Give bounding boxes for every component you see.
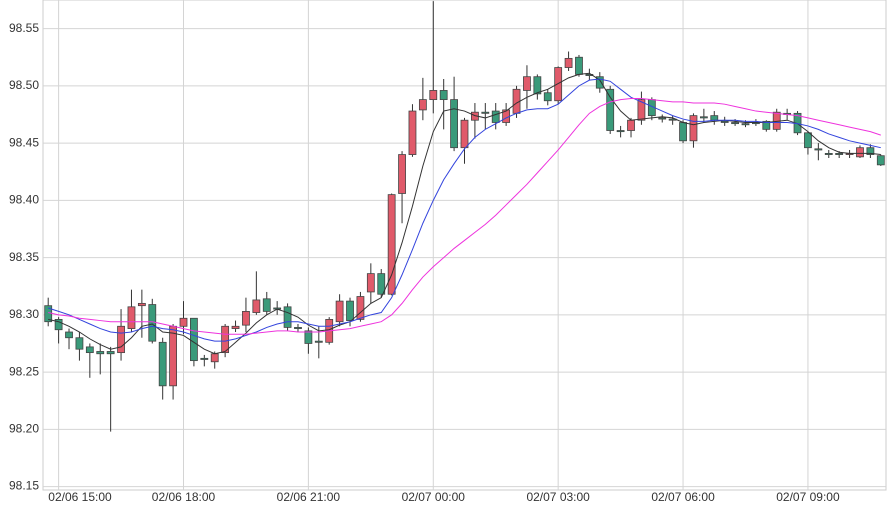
candle-body	[190, 317, 198, 362]
candle-body	[210, 353, 219, 363]
candle-body	[481, 111, 490, 114]
x-tick-label: 02/06 21:00	[277, 490, 341, 504]
candle-body	[366, 273, 375, 293]
candle-body	[252, 299, 261, 313]
candle-body	[824, 153, 833, 155]
moving-average-line	[48, 97, 881, 335]
candle-body	[387, 194, 396, 295]
y-tick-label: 98.50	[9, 78, 39, 92]
candle-body	[439, 90, 448, 101]
candle-body	[398, 154, 406, 194]
candle-body	[856, 147, 864, 158]
candle-body	[554, 67, 563, 102]
candle-body	[408, 110, 417, 155]
candle-body	[804, 132, 812, 149]
candle-body	[450, 99, 458, 149]
candle-body	[866, 147, 875, 155]
x-tick-label: 02/07 00:00	[402, 490, 466, 504]
candle-body	[627, 119, 635, 131]
candle-body	[689, 115, 698, 142]
candle-body	[741, 123, 750, 126]
y-tick-label: 98.25	[9, 364, 39, 378]
candle-body	[575, 56, 583, 75]
candle-body	[304, 330, 313, 344]
x-tick-label: 02/06 18:00	[152, 490, 216, 504]
moving-average-line	[48, 72, 881, 355]
candle-body	[262, 298, 271, 312]
candle-body	[699, 116, 708, 119]
y-tick-label: 98.20	[9, 421, 39, 435]
candle-body	[179, 317, 188, 327]
candle-body	[491, 110, 500, 123]
y-tick-label: 98.30	[9, 307, 39, 321]
x-tick-label: 02/07 09:00	[776, 490, 840, 504]
candle-body	[710, 115, 719, 121]
candle-body	[679, 122, 687, 142]
candle-body	[720, 120, 729, 123]
candle-body	[377, 273, 386, 295]
candle-body	[127, 306, 136, 329]
candle-body	[294, 327, 302, 329]
candle-body	[283, 306, 292, 328]
candle-body	[137, 302, 146, 307]
candle-body	[533, 76, 542, 95]
candle-body	[221, 325, 230, 354]
candle-body	[117, 325, 125, 354]
candle-body	[169, 325, 177, 387]
candle-body	[460, 119, 469, 149]
candle-body	[231, 325, 240, 329]
y-tick-label: 98.40	[9, 193, 39, 207]
candle-body	[54, 319, 63, 331]
candle-body	[158, 341, 167, 387]
candle-body	[814, 148, 823, 151]
y-tick-label: 98.35	[9, 250, 39, 264]
candle-body	[595, 76, 604, 89]
candle-body	[75, 337, 84, 350]
candle-body	[85, 346, 94, 354]
candle-body	[429, 90, 438, 101]
candle-body	[658, 117, 667, 120]
candle-body	[106, 351, 115, 355]
candle-body	[200, 357, 209, 360]
candle-body	[65, 331, 73, 339]
x-tick-label: 02/06 15:00	[48, 490, 112, 504]
candle-body	[616, 130, 625, 133]
y-tick-label: 98.55	[9, 21, 39, 35]
candle-body	[876, 155, 885, 166]
candle-body	[731, 122, 739, 125]
candle-body	[835, 153, 844, 155]
candle-body	[523, 76, 531, 91]
candle-body	[242, 311, 250, 326]
candle-body	[564, 57, 573, 68]
candle-body	[346, 300, 354, 321]
candle-body	[606, 88, 615, 131]
x-tick-label: 02/07 03:00	[526, 490, 590, 504]
y-tick-label: 98.45	[9, 135, 39, 149]
candle-body	[314, 340, 323, 343]
y-tick-label: 98.15	[9, 479, 39, 493]
candle-body	[356, 296, 365, 320]
candle-body	[762, 120, 771, 130]
candle-body	[637, 99, 646, 121]
candle-body	[335, 300, 344, 323]
moving-average-line	[48, 78, 881, 342]
candle-body	[96, 351, 105, 355]
candle-body	[148, 304, 157, 342]
candle-body	[418, 99, 427, 111]
candle-body	[543, 92, 552, 102]
x-tick-label: 02/07 06:00	[651, 490, 715, 504]
plot-area	[42, 0, 887, 491]
